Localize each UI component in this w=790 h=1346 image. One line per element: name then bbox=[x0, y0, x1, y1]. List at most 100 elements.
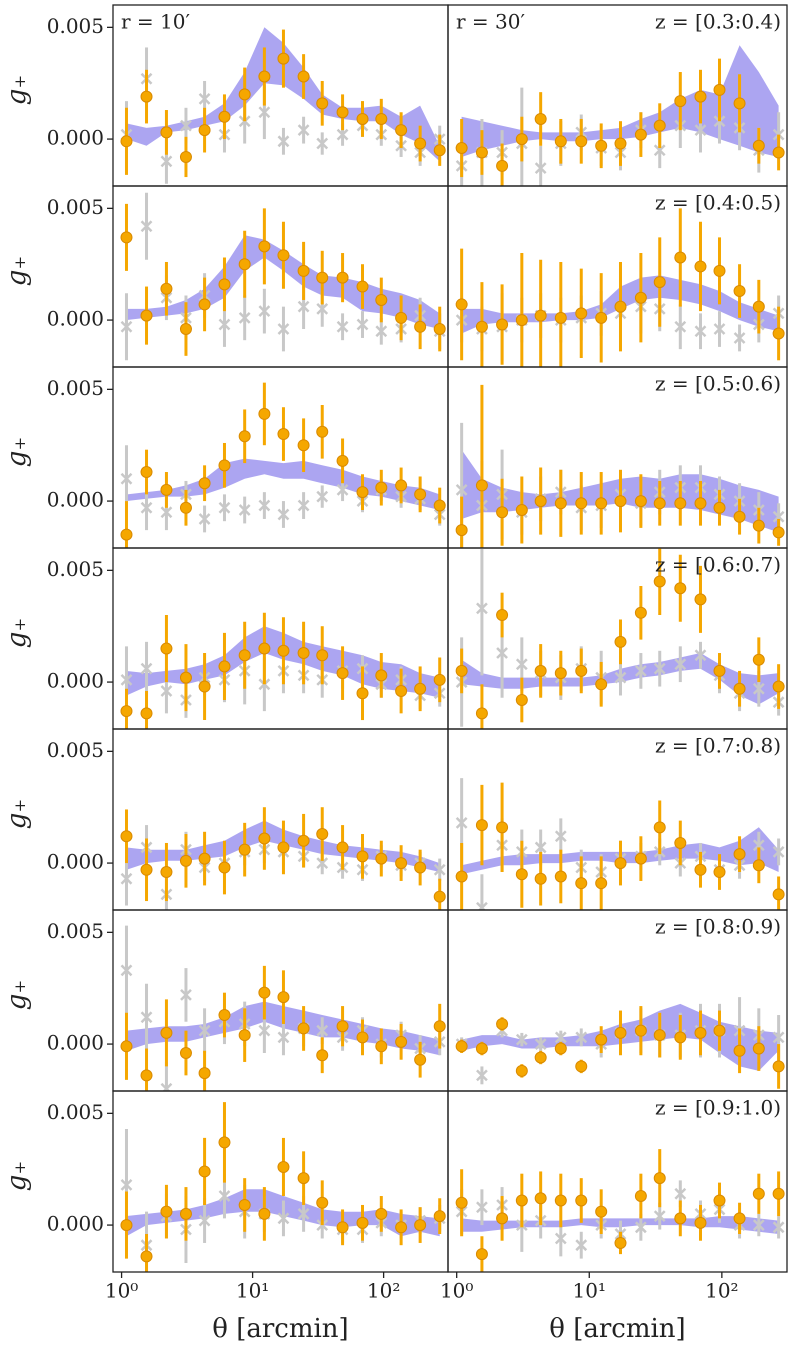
cross-marker bbox=[476, 901, 488, 910]
circle-marker bbox=[653, 1172, 666, 1185]
panel-frame bbox=[112, 185, 449, 368]
cross-marker bbox=[515, 1033, 528, 1046]
circle-marker bbox=[733, 97, 746, 110]
circle-marker bbox=[475, 707, 488, 720]
circle-marker bbox=[218, 278, 231, 291]
circle-marker bbox=[496, 159, 509, 172]
cross-marker bbox=[277, 1031, 290, 1044]
circle-marker bbox=[160, 866, 173, 879]
cross-marker bbox=[653, 662, 666, 675]
radius-label: r = 10′ bbox=[121, 10, 190, 34]
circle-marker bbox=[297, 264, 310, 277]
circle-marker bbox=[297, 1172, 310, 1185]
y-tick-label: 0.000 bbox=[47, 1031, 104, 1055]
circle-marker bbox=[733, 682, 746, 695]
circle-marker bbox=[356, 112, 369, 125]
circle-marker bbox=[694, 90, 707, 103]
circle-marker bbox=[238, 430, 251, 443]
cross-marker bbox=[140, 501, 153, 514]
circle-marker bbox=[614, 857, 627, 870]
cross-marker bbox=[297, 499, 310, 512]
circle-marker bbox=[674, 497, 687, 510]
y-tick-label: 0.005 bbox=[47, 738, 104, 762]
circle-marker bbox=[336, 841, 349, 854]
circle-marker bbox=[179, 854, 192, 867]
circle-marker bbox=[475, 479, 488, 492]
circle-marker bbox=[694, 863, 707, 876]
redshift-label: z = [0.5:0.6) bbox=[655, 372, 781, 396]
cross-marker bbox=[554, 1232, 567, 1245]
cross-marker bbox=[120, 472, 133, 485]
circle-marker bbox=[496, 609, 509, 622]
circle-marker bbox=[238, 258, 251, 271]
circle-marker bbox=[277, 841, 290, 854]
circle-marker bbox=[179, 501, 192, 514]
circle-marker bbox=[258, 832, 271, 845]
circle-marker bbox=[674, 836, 687, 849]
circle-marker bbox=[496, 1212, 509, 1225]
circle-marker bbox=[160, 642, 173, 655]
circle-marker bbox=[297, 439, 310, 452]
x-tick-label: 10¹ bbox=[236, 1279, 269, 1303]
x-axis-label: θ [arcmin] bbox=[212, 1314, 348, 1344]
circle-marker bbox=[634, 495, 647, 508]
circle-marker bbox=[534, 1051, 547, 1064]
circle-marker bbox=[297, 70, 310, 83]
cross-marker bbox=[258, 1024, 271, 1037]
cross-marker bbox=[772, 1031, 785, 1044]
circle-marker bbox=[356, 1216, 369, 1229]
circle-marker bbox=[140, 1250, 153, 1263]
circle-marker bbox=[218, 861, 231, 874]
cross-marker bbox=[476, 602, 488, 615]
cross-marker bbox=[277, 1212, 290, 1225]
circle-marker bbox=[575, 307, 588, 320]
circle-marker bbox=[414, 1053, 427, 1066]
circle-marker bbox=[455, 142, 468, 155]
circle-marker bbox=[554, 497, 567, 510]
circle-marker bbox=[238, 649, 251, 662]
cross-marker bbox=[218, 318, 231, 331]
circle-marker bbox=[336, 667, 349, 680]
y-axis-label: g₊ bbox=[2, 256, 32, 286]
circle-marker bbox=[179, 323, 192, 336]
circle-marker bbox=[595, 497, 608, 510]
y-tick-label: 0.000 bbox=[47, 307, 104, 331]
panel bbox=[120, 1102, 446, 1272]
x-axis-label: θ [arcmin] bbox=[549, 1314, 685, 1344]
cross-marker bbox=[476, 1069, 488, 1082]
circle-marker bbox=[595, 311, 608, 324]
circle-marker bbox=[395, 685, 408, 698]
circle-marker bbox=[694, 1216, 707, 1229]
circle-marker bbox=[218, 1009, 231, 1022]
circle-marker bbox=[238, 88, 251, 101]
circle-marker bbox=[356, 280, 369, 293]
cross-marker bbox=[674, 320, 687, 333]
circle-marker bbox=[752, 1042, 765, 1055]
circle-marker bbox=[375, 1040, 388, 1053]
panel bbox=[120, 382, 446, 548]
cross-marker bbox=[653, 1210, 666, 1223]
circle-marker bbox=[316, 649, 329, 662]
panel bbox=[120, 612, 446, 729]
cross-marker bbox=[554, 830, 567, 843]
circle-marker bbox=[496, 821, 509, 834]
circle-marker bbox=[575, 664, 588, 677]
cross-marker bbox=[297, 300, 310, 313]
circle-marker bbox=[395, 479, 408, 492]
circle-marker bbox=[218, 459, 231, 472]
circle-marker bbox=[258, 642, 271, 655]
circle-marker bbox=[375, 112, 388, 125]
circle-marker bbox=[198, 1067, 211, 1080]
redshift-label: z = [0.6:0.7) bbox=[655, 553, 781, 577]
circle-marker bbox=[752, 859, 765, 872]
circle-marker bbox=[336, 1020, 349, 1033]
circle-marker bbox=[733, 848, 746, 861]
cross-marker bbox=[120, 872, 133, 885]
circle-marker bbox=[634, 606, 647, 619]
circle-marker bbox=[198, 680, 211, 693]
circle-marker bbox=[575, 1060, 588, 1073]
circle-marker bbox=[218, 1136, 231, 1149]
y-tick-label: 0.005 bbox=[47, 1100, 104, 1124]
panel bbox=[455, 997, 785, 1089]
cross-marker bbox=[614, 671, 627, 684]
